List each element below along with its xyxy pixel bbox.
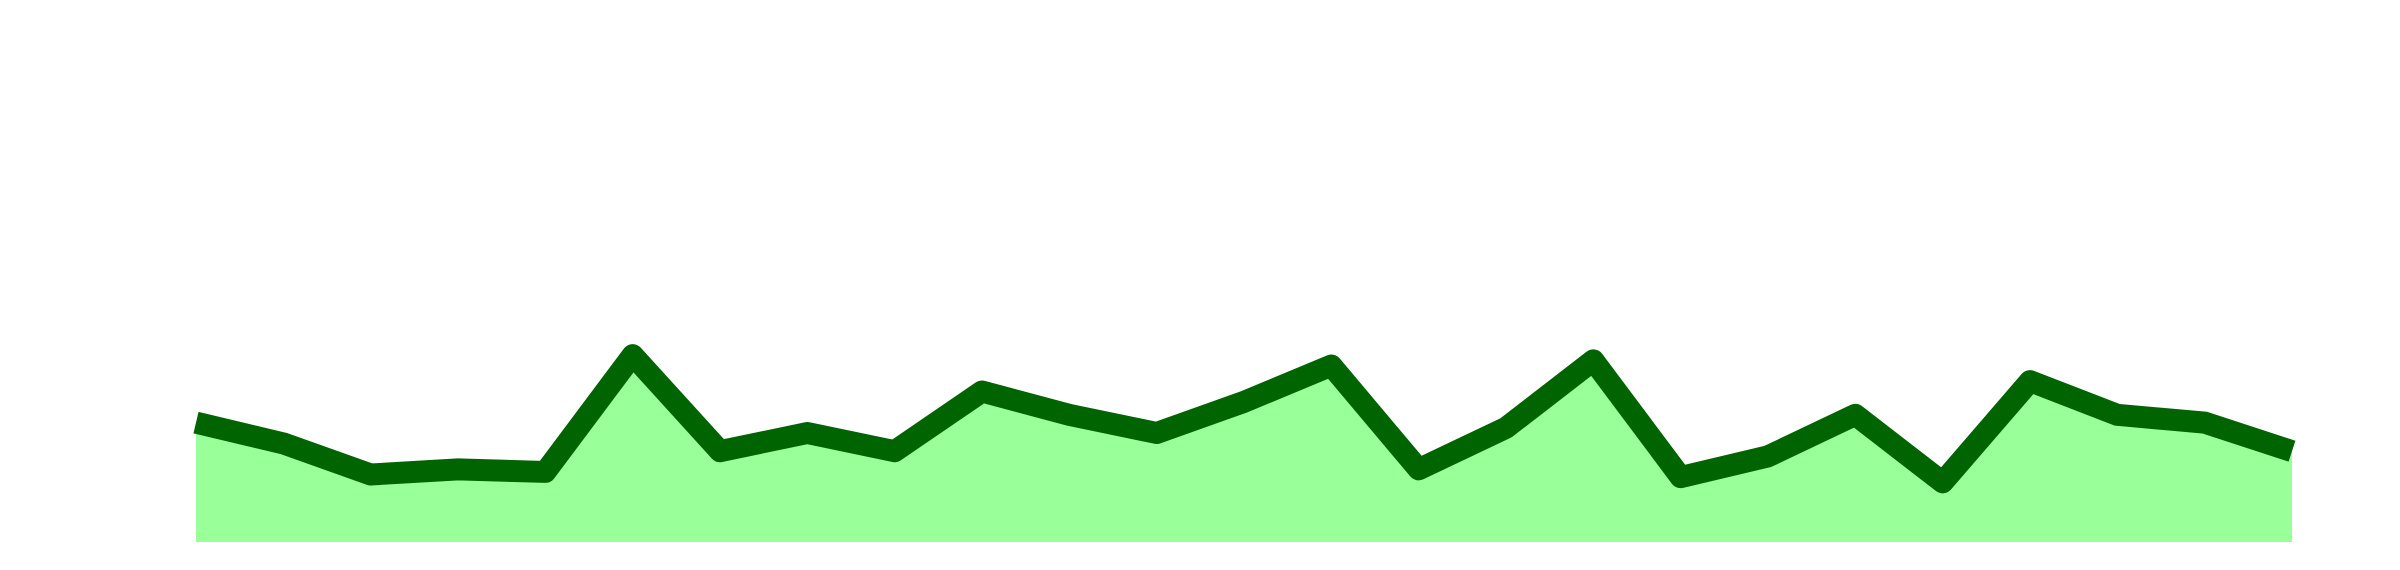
series-area-fill [196,355,2292,542]
area-fill-layer [196,355,2292,542]
series-line [193,344,2296,494]
series-line-layer [193,344,2296,494]
